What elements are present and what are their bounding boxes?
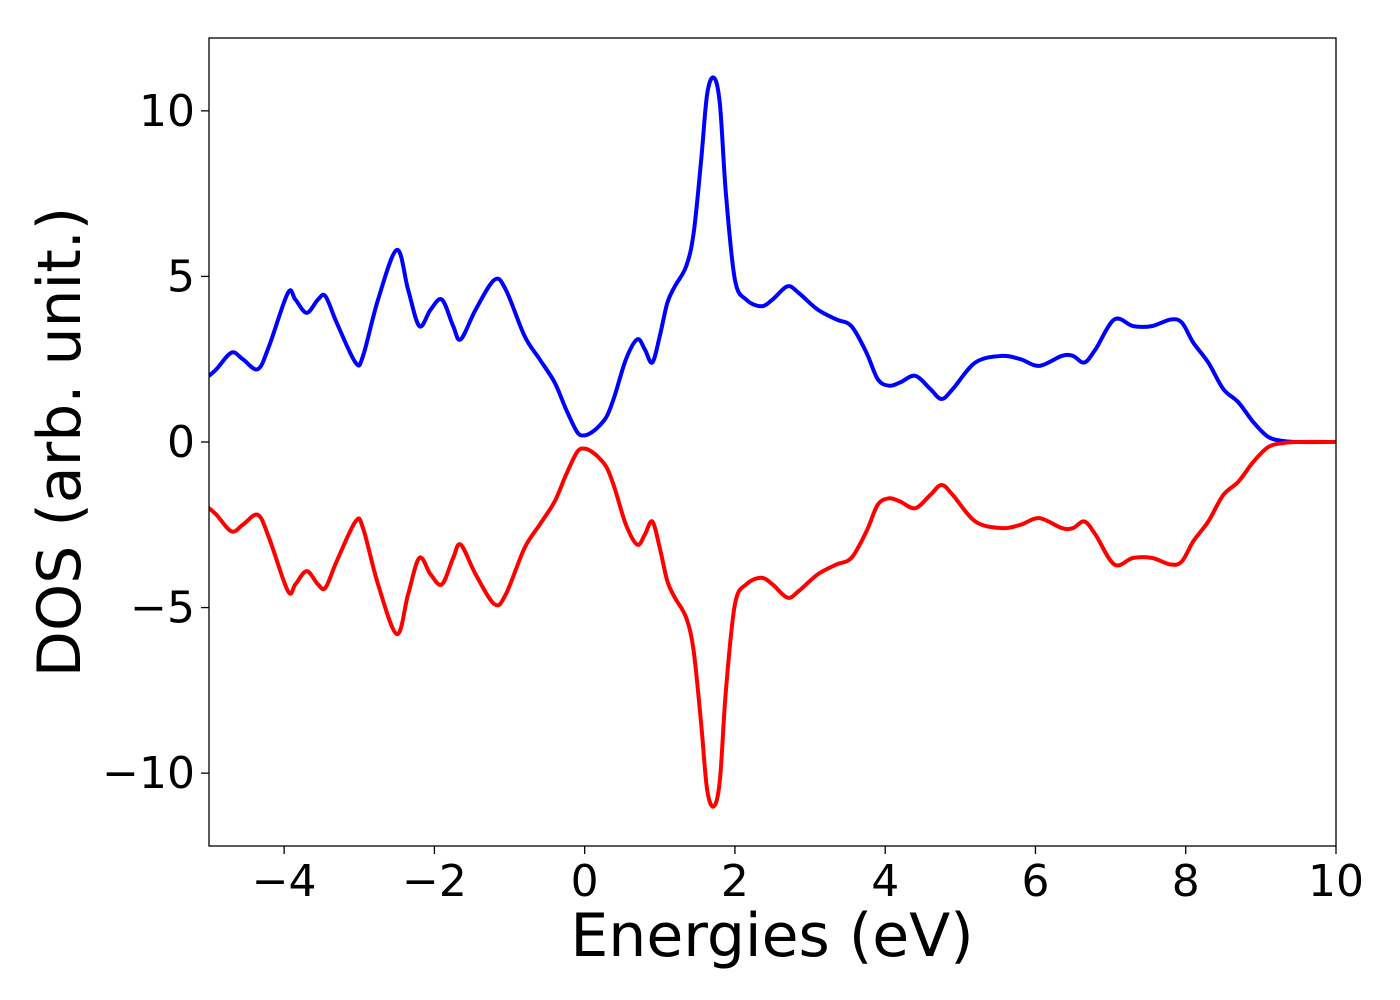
x-axis: −4 −2 0 2 4 6 8 10 [252, 846, 1364, 907]
x-tick-label: 10 [1308, 856, 1364, 907]
y-axis: 10 5 0 −5 −10 [102, 86, 209, 799]
x-tick-label: 6 [1021, 856, 1049, 907]
series-line-up [209, 75, 1336, 445]
y-tick-label: 0 [167, 417, 195, 468]
x-tick-label: −2 [402, 856, 467, 907]
y-axis-title: DOS (arb. unit.) [25, 207, 95, 677]
x-tick-label: −4 [252, 856, 317, 907]
x-tick-label: 8 [1172, 856, 1200, 907]
y-tick-label: −5 [130, 583, 195, 634]
y-tick-label: 10 [139, 86, 195, 137]
plot-frame [208, 37, 1337, 847]
y-tick-label: 5 [167, 251, 195, 302]
x-axis-title: Energies (eV) [570, 901, 973, 971]
series-layer [209, 75, 1336, 809]
x-tick-label: 0 [571, 856, 599, 907]
x-tick-label: 2 [721, 856, 749, 907]
x-tick-label: 4 [871, 856, 899, 907]
y-tick-label: −10 [102, 748, 195, 799]
series-line-down [209, 439, 1336, 809]
